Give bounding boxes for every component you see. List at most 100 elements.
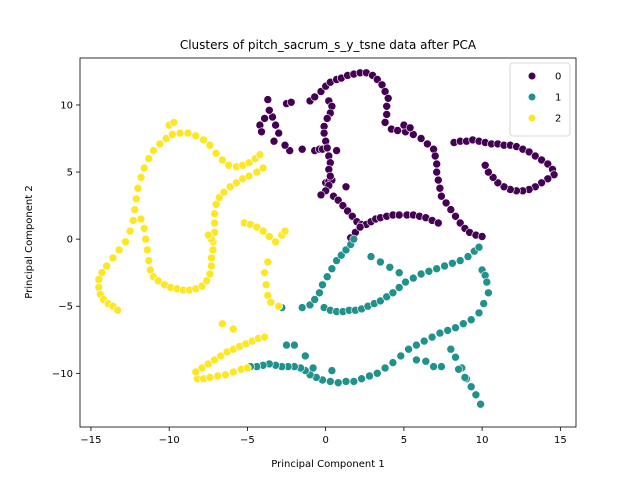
data-point — [300, 351, 310, 361]
legend-box — [509, 62, 571, 137]
data-point — [463, 252, 473, 261]
data-point — [341, 377, 351, 386]
data-point — [433, 175, 443, 185]
data-point — [437, 191, 446, 201]
data-point — [451, 352, 460, 362]
chart-title: Clusters of pitch_sacrum_s_y_tsne data a… — [180, 38, 477, 52]
data-point — [424, 266, 434, 276]
data-point — [261, 280, 271, 290]
data-point — [419, 336, 429, 346]
data-point — [94, 275, 104, 284]
data-point — [183, 128, 193, 138]
series-0 — [255, 68, 559, 243]
data-point — [243, 363, 252, 373]
data-point — [458, 319, 468, 329]
legend-label: 0 — [555, 72, 561, 83]
data-point — [382, 292, 392, 302]
data-point — [327, 264, 337, 274]
data-point — [136, 214, 146, 224]
data-point — [244, 171, 254, 181]
data-point — [114, 245, 124, 255]
data-point — [421, 356, 431, 366]
data-point — [480, 161, 490, 170]
data-point — [435, 328, 445, 338]
data-point — [432, 264, 442, 274]
data-point — [365, 371, 374, 381]
data-point — [141, 234, 150, 244]
data-point — [210, 355, 219, 365]
data-point — [393, 126, 402, 135]
data-point — [427, 332, 437, 342]
data-point — [408, 273, 418, 283]
data-point — [466, 382, 476, 392]
data-point — [322, 143, 332, 153]
data-point — [232, 178, 241, 188]
data-point — [258, 163, 268, 173]
data-point — [258, 226, 268, 236]
data-point — [437, 362, 446, 371]
series-2 — [94, 118, 290, 384]
data-point — [382, 102, 392, 111]
data-point — [260, 114, 269, 123]
data-point — [332, 256, 341, 265]
data-point — [310, 295, 320, 304]
data-point — [376, 296, 385, 306]
data-point — [325, 171, 335, 181]
data-point — [466, 315, 476, 325]
data-point — [257, 127, 266, 137]
data-point — [263, 95, 273, 104]
data-point — [204, 359, 213, 369]
data-point — [168, 130, 177, 139]
data-point — [139, 163, 149, 173]
data-point — [125, 226, 135, 236]
data-point — [493, 178, 503, 188]
data-point — [271, 120, 280, 130]
data-point — [443, 326, 453, 335]
data-point — [454, 364, 463, 374]
data-point — [130, 205, 140, 214]
data-point — [479, 299, 489, 308]
data-point — [401, 277, 410, 287]
data-point — [264, 106, 274, 115]
data-point — [139, 224, 149, 233]
data-point — [455, 256, 465, 265]
data-point — [132, 194, 141, 204]
y-tick-label: −5 — [58, 302, 73, 313]
series-1 — [246, 234, 493, 409]
data-point — [207, 261, 216, 271]
x-tick-label: −10 — [159, 435, 180, 446]
data-point — [318, 280, 327, 290]
data-point — [357, 374, 366, 384]
data-point — [144, 154, 154, 163]
data-point — [286, 98, 296, 107]
data-point — [435, 183, 445, 193]
data-point — [113, 305, 122, 315]
data-point — [412, 355, 421, 365]
data-point — [484, 288, 493, 298]
data-point — [366, 252, 376, 261]
data-point — [429, 362, 438, 371]
data-point — [499, 182, 509, 192]
data-point — [255, 150, 265, 159]
data-point — [305, 300, 315, 310]
data-point — [385, 262, 395, 272]
x-axis-label: Principal Component 1 — [271, 459, 384, 470]
data-point — [175, 128, 185, 138]
data-point — [394, 268, 404, 278]
x-tick-label: 10 — [476, 435, 489, 446]
data-point — [388, 358, 398, 367]
legend-marker — [527, 113, 537, 123]
data-point — [316, 190, 326, 200]
x-tick-label: 0 — [322, 435, 328, 446]
data-point — [349, 234, 359, 244]
data-points — [94, 68, 559, 409]
data-point — [218, 155, 227, 165]
data-point — [264, 232, 274, 241]
data-point — [423, 139, 432, 149]
data-point — [474, 242, 484, 252]
legend-marker — [527, 71, 537, 81]
data-point — [153, 276, 163, 286]
data-point — [224, 161, 233, 170]
data-point — [471, 390, 481, 400]
data-point — [144, 256, 154, 265]
